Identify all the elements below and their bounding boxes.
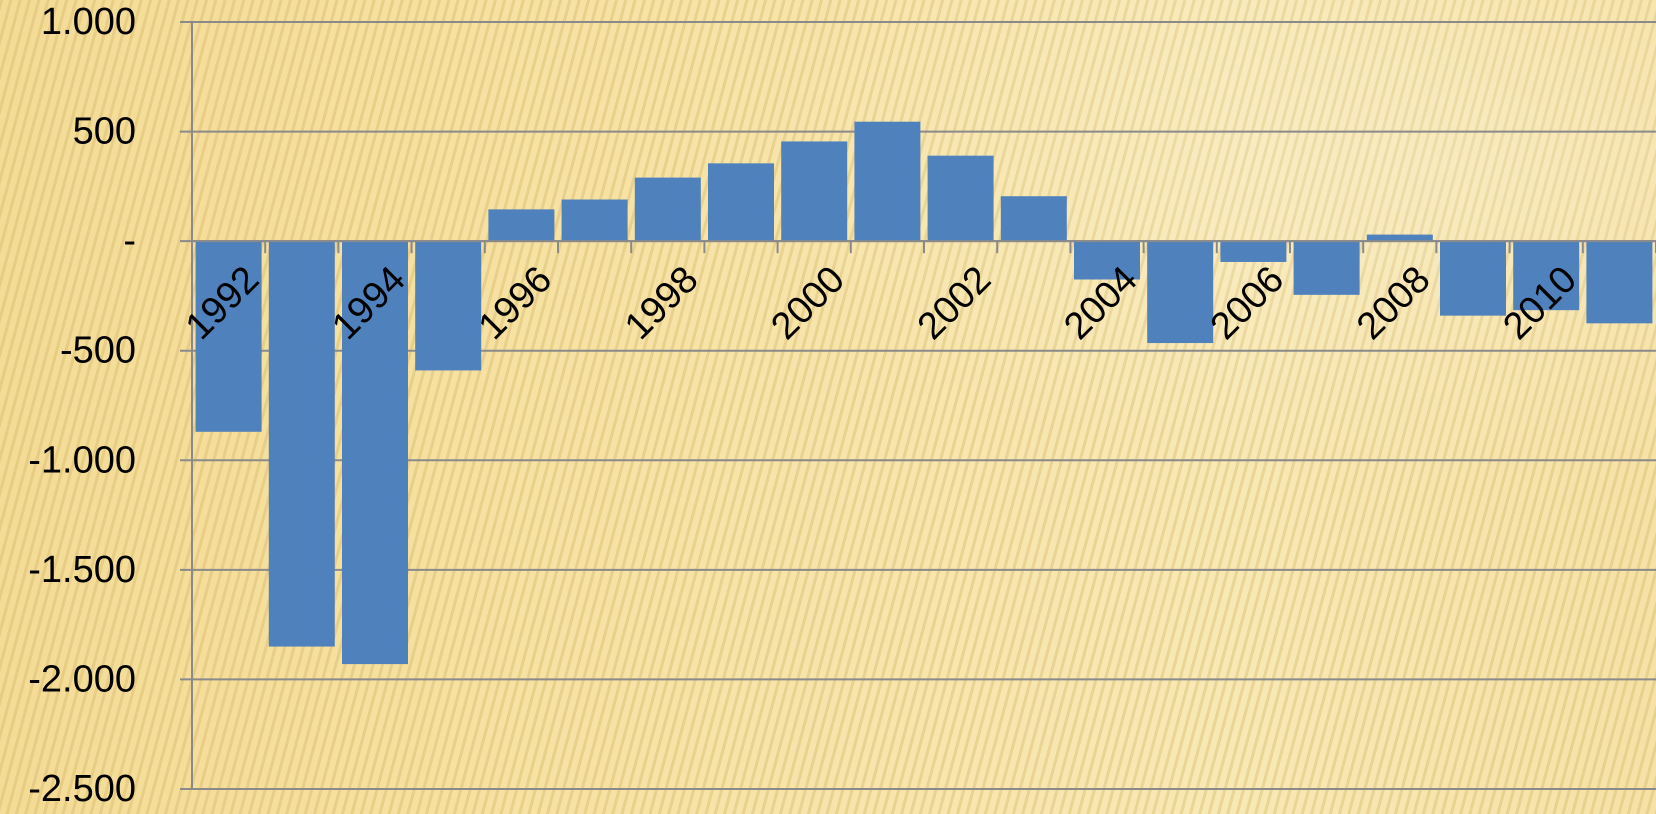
bar-1995 (415, 241, 482, 371)
bar-1996 (488, 209, 555, 242)
bar-2009 (1440, 241, 1506, 316)
bar-1999 (708, 163, 774, 242)
y-tick-label: -1.000 (28, 439, 136, 481)
y-tick-label: -2.500 (28, 768, 136, 810)
y-tick-label: - (123, 220, 136, 262)
bar-2001 (854, 121, 921, 242)
bar-1997 (561, 199, 628, 242)
y-tick-label: 1.000 (41, 1, 136, 43)
bar-2008 (1366, 234, 1433, 242)
bar-1998 (634, 177, 701, 242)
y-axis-tick-labels: 1.000 500 - -500 -1.000 -1.500 -2.000 -2.500 (28, 1, 136, 810)
bar-2006 (1220, 241, 1287, 262)
bar-2000 (781, 141, 848, 242)
x-tick-label: 1998 (617, 258, 706, 347)
bar-2002 (927, 155, 994, 242)
bar-1994 (342, 241, 408, 665)
bar-1993 (268, 241, 335, 647)
bar-2005 (1147, 241, 1214, 344)
bar-1992 (195, 241, 262, 432)
bar-2010 (1513, 241, 1580, 311)
bar-2004 (1074, 241, 1140, 280)
bar-2011 (1586, 241, 1653, 324)
bar-2007 (1293, 241, 1360, 295)
x-tick-label: 2002 (910, 258, 999, 347)
x-tick-label: 2006 (1203, 258, 1292, 347)
axes (191, 22, 1656, 789)
y-tick-label: -2.000 (28, 658, 136, 700)
y-tick-label: -1.500 (28, 549, 136, 591)
x-tick-label: 2008 (1349, 258, 1438, 347)
bar-2003 (1000, 196, 1067, 242)
x-tick-label: 2000 (763, 258, 852, 347)
bars (195, 121, 1653, 665)
x-tick-label: 1996 (471, 258, 560, 347)
y-tick-label: 500 (73, 111, 136, 153)
y-tick-label: -500 (60, 330, 136, 372)
